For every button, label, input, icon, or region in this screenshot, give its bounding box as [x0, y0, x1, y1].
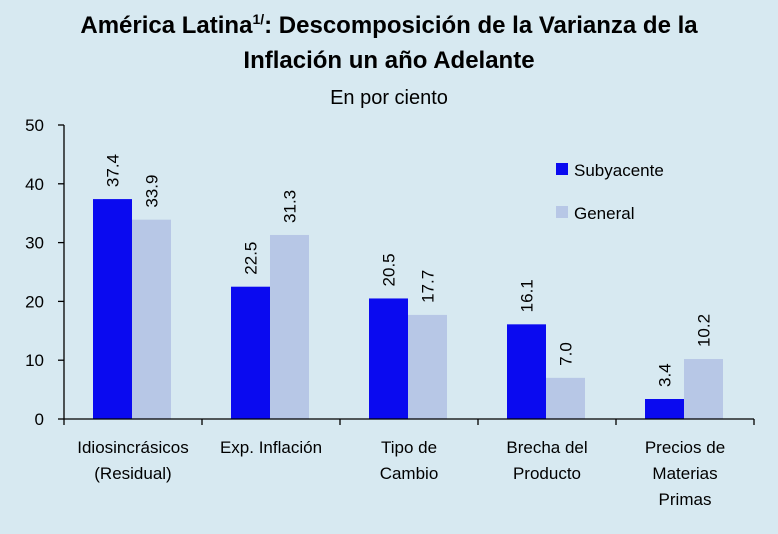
- x-tick-label: Producto: [513, 464, 581, 483]
- x-tick-label: Materias: [652, 464, 717, 483]
- data-label: 3.4: [656, 363, 675, 387]
- y-tick-label: 50: [25, 116, 44, 135]
- data-label: 33.9: [143, 175, 162, 208]
- y-tick-label: 0: [35, 410, 44, 429]
- x-tick-label: Brecha del: [506, 438, 587, 457]
- bar-subyacente: [93, 199, 132, 419]
- bar-general: [270, 234, 309, 419]
- x-tick-label: Tipo de: [381, 438, 437, 457]
- bar-subyacente: [369, 298, 408, 419]
- bar-general: [546, 377, 585, 419]
- y-tick-label: 20: [25, 292, 44, 311]
- legend-label: General: [574, 204, 634, 223]
- data-label: 31.3: [281, 190, 300, 223]
- legend-swatch: [556, 206, 568, 218]
- bar-subyacente: [645, 399, 684, 419]
- bar-subyacente: [231, 286, 270, 419]
- x-tick-label: Cambio: [380, 464, 439, 483]
- data-label: 16.1: [518, 279, 537, 312]
- data-label: 10.2: [695, 314, 714, 347]
- data-label: 22.5: [242, 242, 261, 275]
- x-tick-label: Exp. Inflación: [220, 438, 322, 457]
- bar-general: [132, 219, 171, 419]
- chart-subtitle: En por ciento: [330, 87, 448, 109]
- data-label: 7.0: [557, 342, 576, 366]
- bar-general: [684, 359, 723, 419]
- title-region: América Latina: [80, 12, 253, 39]
- data-label: 20.5: [380, 253, 399, 286]
- bar-subyacente: [507, 324, 546, 419]
- y-tick-label: 30: [25, 234, 44, 253]
- x-tick-label: Idiosincrásicos: [77, 438, 189, 457]
- title-footnote-marker: 1/: [252, 11, 265, 27]
- bar-general: [408, 314, 447, 419]
- data-label: 17.7: [419, 270, 438, 303]
- title-text: : Descomposición de la Varianza de la: [264, 12, 698, 39]
- x-tick-label: (Residual): [94, 464, 171, 483]
- legend-label: Subyacente: [574, 161, 664, 180]
- x-tick-label: Precios de: [645, 438, 725, 457]
- y-tick-label: 10: [25, 351, 44, 370]
- legend-swatch: [556, 163, 568, 175]
- title-line-2: Inflación un año Adelante: [243, 47, 535, 74]
- y-tick-label: 40: [25, 175, 44, 194]
- chart-title: América Latina1/: Descomposición de la V…: [0, 8, 778, 78]
- data-label: 37.4: [104, 154, 123, 187]
- x-tick-label: Primas: [659, 490, 712, 509]
- title-line-1: América Latina1/: Descomposición de la V…: [0, 8, 778, 43]
